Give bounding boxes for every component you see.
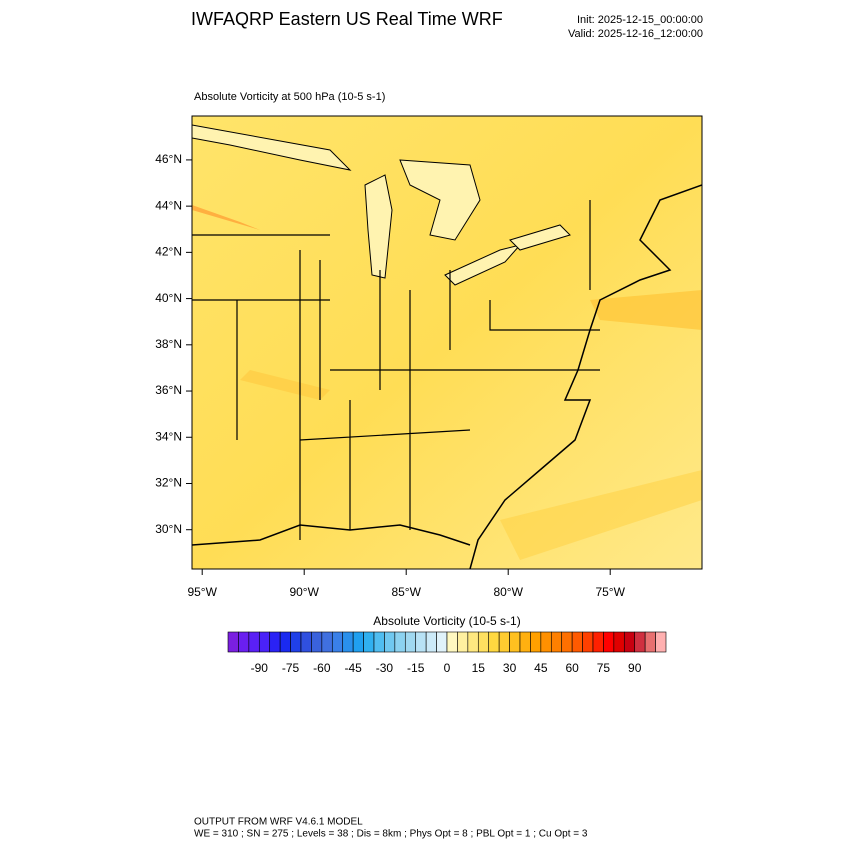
colorbar-box: [258, 631, 271, 653]
lat-label: 40°N: [155, 291, 182, 305]
colorbar-box: [404, 631, 417, 653]
colorbar-box: [477, 631, 490, 653]
lon-label: 85°W: [391, 585, 421, 599]
colorbar-box: [457, 631, 469, 653]
colorbar-box: [425, 631, 437, 653]
colorbar-box: [561, 631, 573, 653]
colorbar-box: [592, 631, 604, 653]
colorbar-label: -45: [344, 661, 362, 675]
lat-label: 34°N: [155, 429, 182, 443]
colorbar-box: [352, 631, 364, 653]
colorbar-label: 30: [503, 661, 517, 675]
colorbar-box: [415, 631, 427, 653]
colorbar-box: [384, 631, 396, 653]
colorbar-box: [550, 631, 563, 653]
field-shade: [590, 290, 702, 330]
colorbar-label: -15: [407, 661, 425, 675]
colorbar-label: -60: [313, 661, 331, 675]
colorbar-box: [613, 631, 625, 653]
lon-label: 80°W: [493, 585, 523, 599]
colorbar-box: [311, 631, 323, 653]
lat-label: 32°N: [155, 476, 182, 490]
lake-michigan: [364, 174, 393, 279]
colorbar-box: [488, 631, 500, 653]
lat-label: 42°N: [155, 245, 182, 259]
init-time: Init: 2025-12-15_00:00:00: [577, 14, 703, 26]
state-boundary: [192, 200, 600, 540]
lat-label: 36°N: [155, 383, 182, 397]
colorbar-label: -30: [376, 661, 394, 675]
lat-label: 46°N: [155, 152, 182, 166]
colorbar-label: 75: [597, 661, 611, 675]
colorbar-box: [279, 631, 291, 653]
colorbar-box: [644, 631, 656, 653]
footer-line: WE = 310 ; SN = 275 ; Levels = 38 ; Dis …: [194, 829, 588, 840]
lon-label: 75°W: [595, 585, 625, 599]
lake-ontario: [509, 224, 571, 251]
colorbar-label: 15: [472, 661, 486, 675]
map-field: [192, 116, 702, 569]
lat-label: 30°N: [155, 522, 182, 536]
field-shade: [240, 370, 330, 400]
colorbar-box: [509, 631, 521, 653]
colorbar-box: [582, 631, 594, 653]
colorbar-box: [623, 631, 636, 653]
lat-label: 44°N: [155, 198, 182, 212]
lake-huron: [399, 159, 481, 241]
colorbar-box: [269, 631, 281, 653]
colorbar-label: 0: [444, 661, 451, 675]
colorbar-box: [540, 631, 552, 653]
colorbar-box: [300, 631, 312, 653]
map-frame: [191, 115, 703, 570]
field-shade: [500, 470, 702, 560]
colorbar-box: [342, 631, 354, 653]
colorbar-box: [290, 631, 302, 653]
colorbar-box: [394, 631, 406, 653]
colorbar-title: Absolute Vorticity (10-5 s-1): [373, 614, 520, 628]
lake-superior: [192, 124, 352, 171]
colorbar-label: 45: [534, 661, 548, 675]
colorbar-box: [446, 631, 458, 653]
colorbar-box: [238, 631, 250, 653]
colorbar-box: [519, 631, 531, 653]
colorbar-box: [248, 631, 260, 653]
colorbar-box: [571, 631, 583, 653]
colorbar-box: [321, 631, 333, 653]
colorbar-box: [655, 631, 667, 653]
colorbar-box: [436, 631, 448, 653]
colorbar-label: 90: [628, 661, 642, 675]
map-title: Absolute Vorticity at 500 hPa (10-5 s-1): [194, 91, 385, 103]
colorbar-box: [331, 631, 344, 653]
colorbar-label: -75: [282, 661, 300, 675]
colorbar-box: [227, 631, 239, 653]
footer-line: OUTPUT FROM WRF V4.6.1 MODEL: [194, 817, 363, 828]
lon-label: 90°W: [289, 585, 319, 599]
title: IWFAQRP Eastern US Real Time WRF: [191, 9, 503, 29]
field-shade: [192, 205, 260, 230]
colorbar-box: [530, 631, 542, 653]
lat-label: 38°N: [155, 337, 182, 351]
colorbar-box: [498, 631, 510, 653]
colorbar-box: [373, 631, 385, 653]
colorbar-box: [467, 631, 479, 653]
colorbar-label: 60: [565, 661, 579, 675]
colorbar-box: [603, 631, 615, 653]
colorbar-label: -90: [251, 661, 269, 675]
colorbar-box: [634, 631, 646, 653]
lake-erie: [444, 244, 522, 286]
colorbar-box: [363, 631, 375, 653]
lon-label: 95°W: [187, 585, 217, 599]
valid-time: Valid: 2025-12-16_12:00:00: [568, 28, 703, 40]
